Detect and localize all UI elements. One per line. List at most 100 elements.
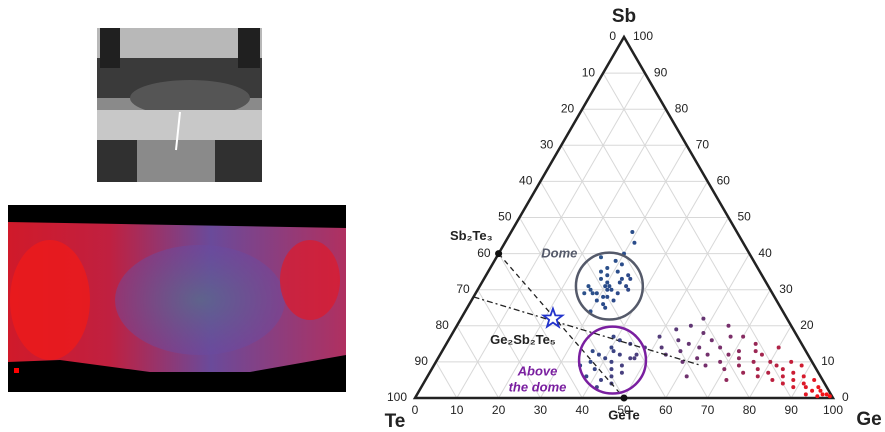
right-tick-label: 20 — [800, 318, 814, 332]
data-point — [684, 374, 689, 379]
data-point — [688, 323, 693, 328]
data-point — [824, 392, 829, 397]
data-point — [678, 349, 683, 354]
left-tick-label: 70 — [456, 282, 470, 296]
data-point — [674, 327, 679, 332]
data-point — [599, 255, 604, 260]
data-point — [628, 356, 633, 361]
data-point — [632, 356, 637, 361]
data-point — [789, 359, 794, 364]
data-point — [603, 305, 608, 310]
data-point — [624, 284, 629, 289]
data-point — [736, 363, 741, 368]
right-tick-label: 10 — [821, 354, 835, 368]
data-point — [626, 273, 631, 278]
data-point — [759, 352, 764, 357]
data-point — [609, 287, 614, 292]
data-point — [619, 363, 624, 368]
bottom-tick-label: 10 — [450, 403, 464, 417]
left-tick-label: 100 — [387, 390, 407, 404]
data-point — [705, 352, 710, 357]
bottom-tick-label: 40 — [576, 403, 590, 417]
bottom-tick-label: 80 — [743, 403, 757, 417]
left-tick-label: 90 — [415, 354, 429, 368]
data-point — [680, 359, 685, 364]
data-point — [686, 341, 691, 346]
data-point — [724, 377, 729, 382]
left-tick-label: 10 — [582, 65, 596, 79]
data-point — [590, 291, 595, 296]
grid-line — [623, 217, 729, 399]
grid-line — [560, 145, 709, 399]
grid-line — [539, 145, 688, 399]
data-point — [611, 298, 616, 303]
data-point — [619, 262, 624, 267]
data-point — [596, 352, 601, 357]
data-point — [753, 341, 758, 346]
data-point — [803, 392, 808, 397]
data-point — [780, 367, 785, 372]
data-point — [799, 363, 804, 368]
data-point — [605, 280, 610, 285]
right-tick-label: 30 — [779, 282, 793, 296]
grid-line — [456, 72, 646, 399]
grid-line — [790, 361, 813, 399]
grid-line — [707, 289, 771, 399]
bottom-tick-label: 70 — [701, 403, 715, 417]
vertex-label: Ge — [856, 409, 881, 430]
data-point — [605, 294, 610, 299]
region-label: Dome — [541, 246, 577, 261]
compound-label: GeTe — [608, 407, 640, 422]
data-point — [741, 370, 746, 375]
data-point — [770, 377, 775, 382]
data-point — [820, 392, 825, 397]
data-point — [701, 331, 706, 336]
data-point — [726, 323, 731, 328]
bottom-tick-label: 60 — [659, 403, 673, 417]
data-point — [584, 374, 589, 379]
left-tick-label: 20 — [561, 101, 575, 115]
data-point — [603, 356, 608, 361]
data-point — [753, 349, 758, 354]
data-point — [601, 302, 606, 307]
right-tick-label: 40 — [758, 246, 772, 260]
grid-line — [477, 289, 541, 399]
bottom-tick-label: 50 — [617, 403, 631, 417]
data-point — [791, 385, 796, 390]
tem-image — [97, 28, 262, 182]
left-tick-label: 0 — [609, 29, 616, 43]
vertex-label: Sb — [612, 6, 636, 27]
left-tick-label: 60 — [477, 246, 491, 260]
data-point — [603, 284, 608, 289]
grid-line — [581, 108, 750, 399]
data-point — [718, 359, 723, 364]
region-label: Above — [517, 364, 558, 379]
data-point — [615, 291, 620, 296]
data-point — [601, 294, 606, 299]
data-point — [657, 334, 662, 339]
data-point — [588, 359, 593, 364]
right-tick-label: 50 — [738, 210, 752, 224]
vertex-label: Te — [385, 411, 406, 432]
data-point — [791, 370, 796, 375]
data-point — [709, 338, 714, 343]
left-tick-label: 50 — [498, 210, 512, 224]
data-point — [697, 345, 702, 350]
data-point — [609, 359, 614, 364]
data-point — [755, 374, 760, 379]
data-point — [617, 280, 622, 285]
data-point — [619, 276, 624, 281]
data-point — [607, 284, 612, 289]
data-point — [628, 276, 633, 281]
data-point — [615, 269, 620, 274]
data-point — [827, 394, 832, 399]
data-point — [718, 345, 723, 350]
data-point — [586, 284, 591, 289]
data-point — [605, 273, 610, 278]
data-point — [703, 363, 708, 368]
bottom-tick-label: 20 — [492, 403, 506, 417]
tie-line — [498, 253, 625, 399]
data-point — [609, 367, 614, 372]
